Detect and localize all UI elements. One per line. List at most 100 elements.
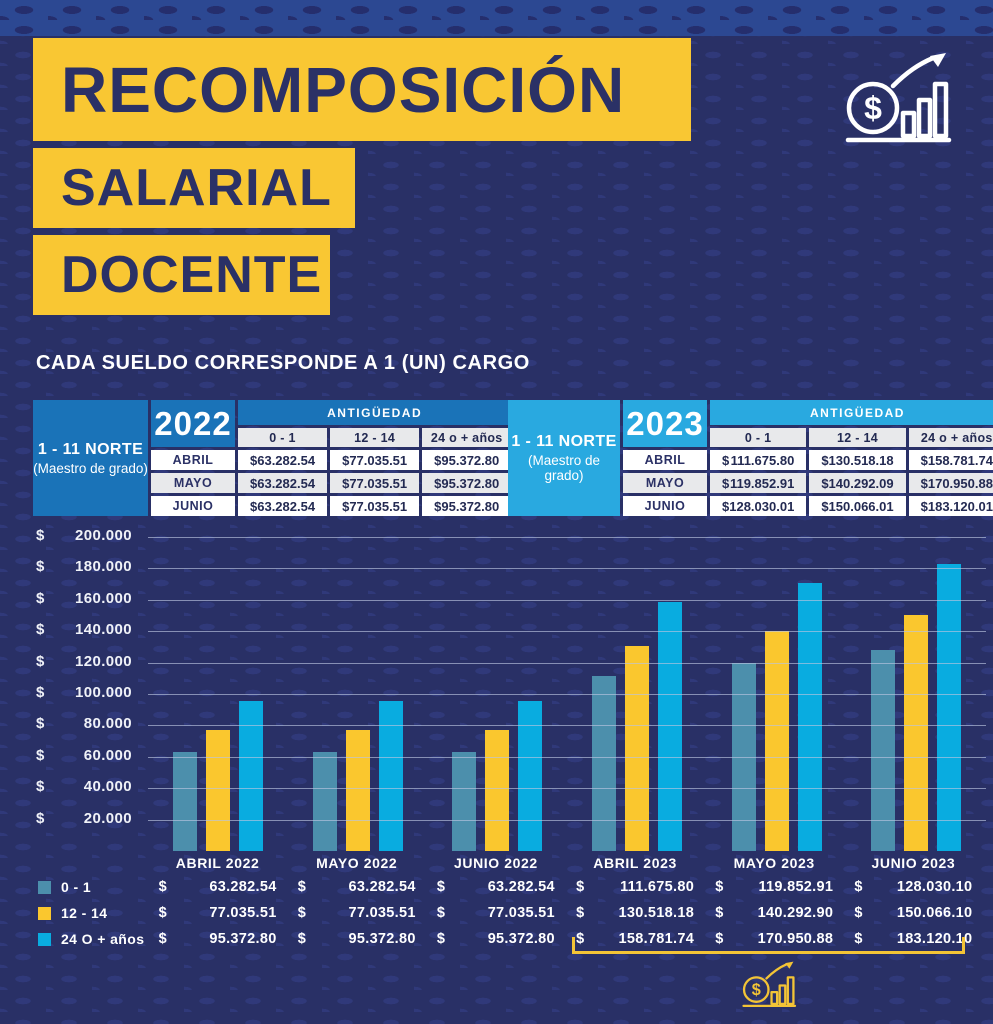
- currency-symbol: $: [434, 452, 442, 468]
- currency-symbol: $: [436, 931, 446, 947]
- table-group-subtitle: (Maestro de grado): [33, 460, 148, 476]
- gridline: [148, 788, 986, 790]
- salary-value: 63.282.54: [257, 475, 316, 491]
- bottom-value: $170.950.88: [715, 931, 833, 947]
- table-antiguedad-header: ANTIGÜEDAD: [238, 400, 512, 425]
- y-axis-tick: $40.000: [36, 778, 132, 795]
- bottom-value: $140.292.90: [715, 905, 833, 921]
- currency-symbol: $: [436, 905, 446, 921]
- table-value-cell: $95.372.80: [422, 473, 512, 493]
- currency-symbol: $: [715, 905, 724, 921]
- salary-table-2022: 1 - 11 NORTE (Maestro de grado) 2022 ANTIGÜ…: [33, 400, 512, 516]
- currency-symbol: $: [250, 498, 258, 514]
- y-tick-label: 160.000: [74, 589, 132, 607]
- salary-value: 77.035.51: [487, 905, 555, 921]
- currency-symbol: $: [715, 879, 724, 895]
- bar: [591, 675, 616, 851]
- gridline: [148, 662, 986, 664]
- currency-symbol: $: [342, 475, 350, 491]
- legend-item: 0 - 1: [0, 874, 148, 900]
- table-year-label: 2023: [623, 400, 707, 447]
- y-axis-labels: $20.000 $40.000 $60.000 $80.000 $100.000 $120…: [36, 527, 132, 851]
- currency-symbol: $: [36, 652, 45, 670]
- bottom-value-cell: $183.120.10: [844, 926, 983, 952]
- currency-symbol: $: [821, 475, 829, 491]
- currency-symbol: $: [920, 498, 928, 514]
- table-column-header: 0 - 1: [710, 428, 807, 447]
- table-value-cell: $95.372.80: [422, 496, 512, 516]
- title-line-2: SALARIAL: [33, 148, 355, 228]
- currency-symbol: $: [854, 879, 863, 895]
- bar: [205, 730, 230, 851]
- currency-symbol: $: [920, 452, 928, 468]
- salary-value: 130.518.18: [618, 905, 695, 921]
- y-axis-tick: $140.000: [36, 621, 132, 638]
- y-tick-label: 80.000: [83, 715, 132, 733]
- legend-item: 24 O + años: [0, 926, 148, 952]
- bottom-value: $111.675.80: [576, 879, 694, 895]
- table-group-title: 1 - 11 NORTE: [511, 433, 617, 450]
- chart-legend-and-values: ABRIL 2022 MAYO 2022 JUNIO 2022 ABRIL 2023 M…: [0, 852, 983, 952]
- 2023-highlight-bracket: [572, 937, 965, 954]
- y-axis-tick: $80.000: [36, 715, 132, 732]
- y-tick-label: 40.000: [83, 778, 132, 796]
- gridline: [148, 568, 986, 570]
- bar: [345, 730, 370, 851]
- table-group-header: 1 - 11 NORTE (Maestro de grado): [508, 400, 620, 516]
- y-tick-label: 120.000: [74, 652, 132, 670]
- currency-symbol: $: [722, 452, 730, 468]
- bottom-value-cell: $63.282.54: [426, 874, 565, 900]
- bottom-value-cell: $63.282.54: [287, 874, 426, 900]
- salary-value: 111.675.80: [730, 452, 795, 468]
- table-month-cell: MAYO: [151, 473, 235, 493]
- currency-symbol: $: [36, 715, 45, 733]
- x-axis-month-label: ABRIL 2023: [593, 855, 677, 871]
- table-value-cell: $63.282.54: [238, 496, 328, 516]
- salary-value: 140.292.90: [757, 905, 834, 921]
- currency-symbol: $: [434, 475, 442, 491]
- currency-symbol: $: [576, 879, 585, 895]
- table-value-cell: $128.030.01: [710, 496, 807, 516]
- currency-symbol: $: [36, 589, 45, 607]
- salary-value: 63.282.54: [257, 452, 316, 468]
- bottom-value: $77.035.51: [298, 905, 416, 921]
- bar: [172, 751, 197, 851]
- chart-subtitle: CADA SUELDO CORRESPONDE A 1 (UN) CARGO: [36, 352, 530, 374]
- currency-symbol: $: [821, 452, 829, 468]
- table-value-cell: $140.292.09: [809, 473, 906, 493]
- table-value-cell: $150.066.01: [809, 496, 906, 516]
- bottom-value-cell: $77.035.51: [148, 900, 287, 926]
- salary-value: 170.950.88: [927, 475, 993, 491]
- table-value-cell: $63.282.54: [238, 473, 328, 493]
- legend-swatch: [38, 906, 51, 920]
- currency-symbol: $: [297, 931, 307, 947]
- bottom-value-cell: $77.035.51: [287, 900, 426, 926]
- currency-symbol: $: [158, 879, 167, 895]
- salary-value: 95.372.80: [441, 475, 500, 491]
- currency-symbol: $: [722, 475, 730, 491]
- table-value-cell: $130.518.18: [809, 450, 906, 470]
- bottom-value: $63.282.54: [298, 879, 416, 895]
- table-antiguedad-header: ANTIGÜEDAD: [710, 400, 993, 425]
- table-group-title: 1 - 11 NORTE: [37, 440, 144, 458]
- currency-symbol: $: [715, 931, 724, 947]
- currency-symbol: $: [342, 452, 350, 468]
- table-group-header: 1 - 11 NORTE (Maestro de grado): [33, 400, 148, 516]
- y-tick-label: 140.000: [74, 621, 132, 639]
- table-month-cell: ABRIL: [623, 450, 707, 470]
- salary-value: 63.282.54: [257, 498, 316, 514]
- gridline: [148, 756, 986, 758]
- table-value-cell: $77.035.51: [330, 473, 420, 493]
- y-tick-label: 20.000: [83, 809, 132, 827]
- bar: [904, 615, 929, 851]
- gridline: [148, 694, 986, 695]
- salary-value: 140.292.09: [828, 475, 894, 491]
- bar: [764, 630, 789, 851]
- salary-tables-row: 1 - 11 NORTE (Maestro de grado) 2022 ANTIGÜ…: [33, 400, 993, 516]
- salary-value: 128.030.01: [729, 498, 795, 514]
- table-value-cell: $77.035.51: [330, 496, 420, 516]
- currency-symbol: $: [36, 778, 45, 796]
- table-group-subtitle: (Maestro de grado): [527, 453, 601, 483]
- bar-groups-container: [148, 530, 986, 851]
- salary-value: 130.518.18: [828, 452, 894, 468]
